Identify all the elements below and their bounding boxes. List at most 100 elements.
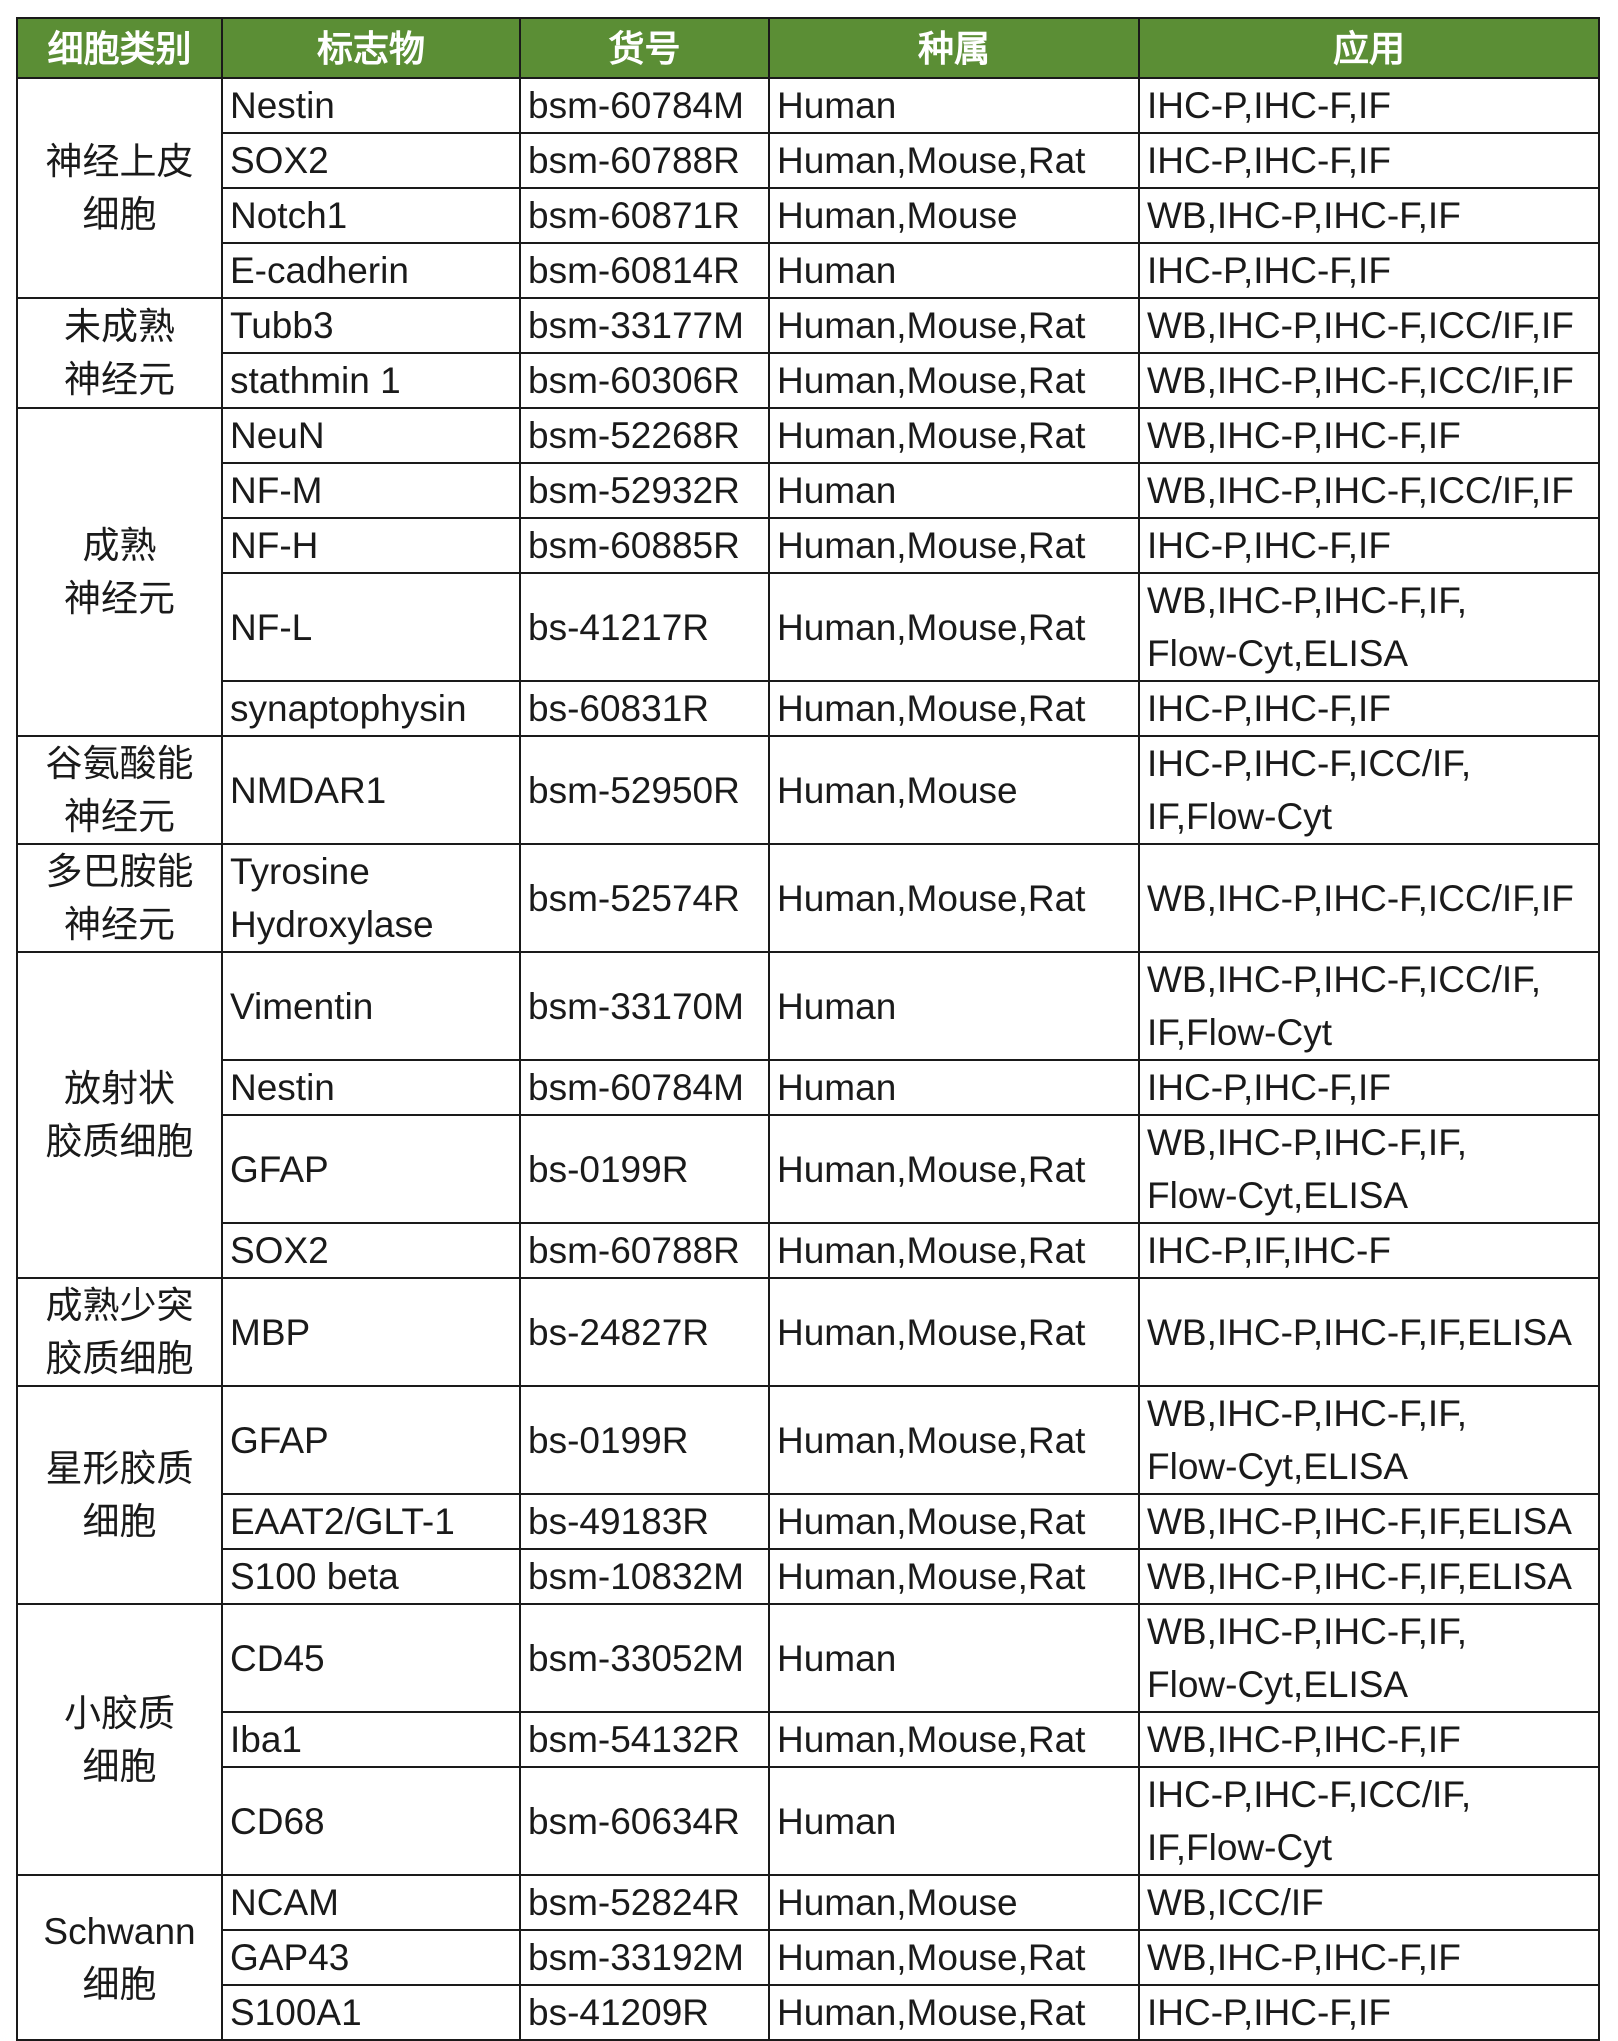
cell-species: Human,Mouse,Rat xyxy=(768,1222,1140,1279)
antibody-table: 细胞类别 标志物 货号 种属 应用 神经上皮 细胞 Nestin bsm-60784… xyxy=(16,17,1600,2041)
table-row: E-cadherin bsm-60814R Human IHC-P,IHC-F,IF xyxy=(17,242,1600,299)
cell-catalog: bsm-60885R xyxy=(519,517,770,574)
cell-marker: synaptophysin xyxy=(221,680,521,737)
table-row: S100 beta bsm-10832M Human,Mouse,Rat WB,IHC… xyxy=(17,1548,1600,1605)
header-cell-application: 应用 xyxy=(1138,17,1600,79)
table-row: EAAT2/GLT-1 bs-49183R Human,Mouse,Rat WB,IH… xyxy=(17,1493,1600,1550)
cell-catalog: bsm-52950R xyxy=(519,735,770,845)
cell-marker: CD45 xyxy=(221,1603,521,1713)
cell-catalog: bsm-52932R xyxy=(519,462,770,519)
cell-marker: GFAP xyxy=(221,1114,521,1224)
cell-application: IHC-P,IHC-F,IF xyxy=(1138,132,1600,189)
cell-catalog: bs-0199R xyxy=(519,1114,770,1224)
cell-application: IHC-P,IHC-F,IF xyxy=(1138,517,1600,574)
cell-species: Human,Mouse,Rat xyxy=(768,1548,1140,1605)
cell-category: Schwann 细胞 xyxy=(16,1874,223,2041)
cell-species: Human,Mouse,Rat xyxy=(768,1711,1140,1768)
header-cell-species: 种属 xyxy=(768,17,1140,79)
cell-marker: S100 beta xyxy=(221,1548,521,1605)
cell-species: Human xyxy=(768,1603,1140,1713)
cell-species: Human,Mouse,Rat xyxy=(768,1277,1140,1387)
table-row: 成熟少突 胶质细胞 MBP bs-24827R Human,Mouse,Rat WB,I… xyxy=(16,1277,1600,1387)
cell-application: WB,IHC-P,IHC-F,IF,ELISA xyxy=(1138,1548,1600,1605)
cell-catalog: bs-41209R xyxy=(519,1984,770,2041)
table-row: 放射状 胶质细胞 Vimentin bsm-33170M Human WB,IHC-P,… xyxy=(16,951,1600,1279)
cell-marker: NeuN xyxy=(221,407,521,464)
header-row: 细胞类别 标志物 货号 种属 应用 xyxy=(16,17,1600,79)
cell-species: Human xyxy=(768,951,1140,1061)
cell-application: WB,IHC-P,IHC-F,ICC/IF, IF,Flow-Cyt xyxy=(1138,951,1600,1061)
cell-marker: Nestin xyxy=(221,77,521,134)
cell-application: WB,IHC-P,IHC-F,ICC/IF,IF xyxy=(1138,297,1600,354)
cell-marker: EAAT2/GLT-1 xyxy=(221,1493,521,1550)
cell-application: WB,IHC-P,IHC-F,ICC/IF,IF xyxy=(1138,462,1600,519)
cell-application: IHC-P,IHC-F,IF xyxy=(1138,680,1600,737)
table-row: 成熟 神经元 NeuN bsm-52268R Human,Mouse,Rat WB,IH… xyxy=(16,407,1600,737)
cell-catalog: bsm-60814R xyxy=(519,242,770,299)
table-row: SOX2 bsm-60788R Human,Mouse,Rat IHC-P,IF,IH… xyxy=(17,1222,1600,1279)
cell-species: Human,Mouse,Rat xyxy=(768,407,1140,464)
cell-catalog: bsm-10832M xyxy=(519,1548,770,1605)
cell-marker: E-cadherin xyxy=(221,242,521,299)
cell-marker: Nestin xyxy=(221,1059,521,1116)
cell-marker: GFAP xyxy=(221,1385,521,1495)
cell-catalog: bs-0199R xyxy=(519,1385,770,1495)
table-row: Schwann 细胞 NCAM bsm-52824R Human,Mouse WB,IC… xyxy=(16,1874,1600,2041)
table-row: NF-H bsm-60885R Human,Mouse,Rat IHC-P,IHC-F… xyxy=(17,517,1600,574)
cell-marker: stathmin 1 xyxy=(221,352,521,409)
cell-species: Human xyxy=(768,77,1140,134)
cell-application: WB,IHC-P,IHC-F,IF,ELISA xyxy=(1138,1277,1600,1387)
cell-catalog: bsm-60788R xyxy=(519,132,770,189)
cell-catalog: bsm-52268R xyxy=(519,407,770,464)
cell-application: WB,IHC-P,IHC-F,IF,ELISA xyxy=(1138,1493,1600,1550)
cell-marker: Iba1 xyxy=(221,1711,521,1768)
table-row: CD68 bsm-60634R Human IHC-P,IHC-F,ICC/IF, I… xyxy=(17,1766,1600,1876)
cell-application: IHC-P,IF,IHC-F xyxy=(1138,1222,1600,1279)
cell-marker: NMDAR1 xyxy=(221,735,521,845)
cell-application: WB,IHC-P,IHC-F,IF xyxy=(1138,1929,1600,1986)
cell-marker: CD68 xyxy=(221,1766,521,1876)
cell-species: Human xyxy=(768,242,1140,299)
cell-marker: Vimentin xyxy=(221,951,521,1061)
cell-species: Human,Mouse,Rat xyxy=(768,352,1140,409)
table-row: GFAP bs-0199R Human,Mouse,Rat WB,IHC-P,IHC-… xyxy=(17,1114,1600,1224)
cell-species: Human,Mouse,Rat xyxy=(768,297,1140,354)
cell-catalog: bsm-33177M xyxy=(519,297,770,354)
table-row: SOX2 bsm-60788R Human,Mouse,Rat IHC-P,IHC-F… xyxy=(17,132,1600,189)
header-cell-catalog: 货号 xyxy=(519,17,770,79)
cell-catalog: bsm-60788R xyxy=(519,1222,770,1279)
cell-catalog: bsm-60784M xyxy=(519,1059,770,1116)
table-row: 谷氨酸能 神经元 NMDAR1 bsm-52950R Human,Mouse IHC-P… xyxy=(16,735,1600,845)
cell-catalog: bs-49183R xyxy=(519,1493,770,1550)
table-row: NF-L bs-41217R Human,Mouse,Rat WB,IHC-P,IHC… xyxy=(17,572,1600,682)
cell-catalog: bsm-60634R xyxy=(519,1766,770,1876)
cell-catalog: bsm-60784M xyxy=(519,77,770,134)
cell-catalog: bs-60831R xyxy=(519,680,770,737)
cell-marker: NF-H xyxy=(221,517,521,574)
cell-category: 小胶质 细胞 xyxy=(16,1603,223,1876)
cell-marker: Tyrosine Hydroxylase xyxy=(221,843,521,953)
cell-application: IHC-P,IHC-F,IF xyxy=(1138,1984,1600,2041)
cell-marker: S100A1 xyxy=(221,1984,521,2041)
cell-application: WB,IHC-P,IHC-F,IF xyxy=(1138,187,1600,244)
cell-species: Human,Mouse,Rat xyxy=(768,843,1140,953)
cell-application: IHC-P,IHC-F,ICC/IF, IF,Flow-Cyt xyxy=(1138,1766,1600,1876)
cell-category: 未成熟 神经元 xyxy=(16,297,223,409)
cell-application: WB,IHC-P,IHC-F,IF, Flow-Cyt,ELISA xyxy=(1138,1114,1600,1224)
cell-marker: Notch1 xyxy=(221,187,521,244)
cell-marker: GAP43 xyxy=(221,1929,521,1986)
table-row: 多巴胺能 神经元 Tyrosine Hydroxylase bsm-52574R Hu… xyxy=(16,843,1600,953)
cell-category: 神经上皮 细胞 xyxy=(16,77,223,299)
cell-application: WB,IHC-P,IHC-F,IF, Flow-Cyt,ELISA xyxy=(1138,1603,1600,1713)
table-row: stathmin 1 bsm-60306R Human,Mouse,Rat WB,IH… xyxy=(17,352,1600,409)
table-row: Nestin bsm-60784M Human IHC-P,IHC-F,IF xyxy=(17,1059,1600,1116)
cell-species: Human,Mouse,Rat xyxy=(768,1984,1140,2041)
cell-application: IHC-P,IHC-F,IF xyxy=(1138,242,1600,299)
cell-catalog: bsm-54132R xyxy=(519,1711,770,1768)
cell-category: 成熟少突 胶质细胞 xyxy=(16,1277,223,1387)
cell-category: 星形胶质 细胞 xyxy=(16,1385,223,1605)
cell-species: Human,Mouse,Rat xyxy=(768,1929,1140,1986)
cell-application: WB,IHC-P,IHC-F,IF xyxy=(1138,1711,1600,1768)
cell-application: WB,IHC-P,IHC-F,ICC/IF,IF xyxy=(1138,352,1600,409)
table-row: NF-M bsm-52932R Human WB,IHC-P,IHC-F,ICC/IF… xyxy=(17,462,1600,519)
